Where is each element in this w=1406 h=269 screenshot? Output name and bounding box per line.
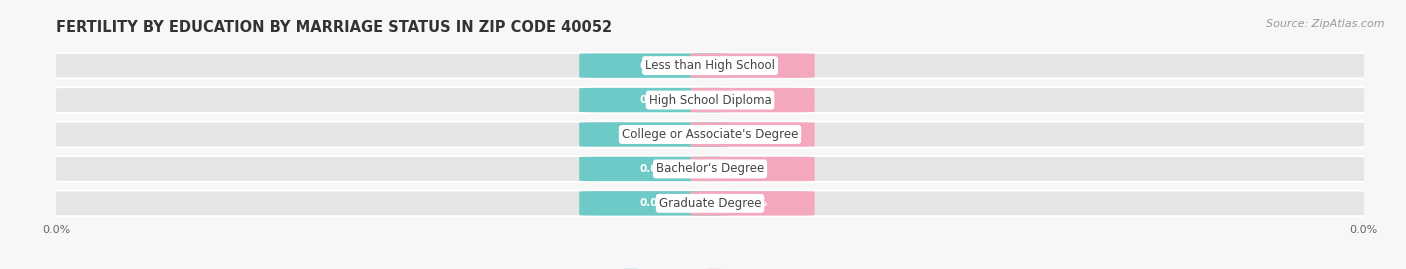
Legend: Married, Unmarried: Married, Unmarried <box>619 264 801 269</box>
FancyBboxPatch shape <box>690 122 814 147</box>
Text: 0.0%: 0.0% <box>738 61 768 71</box>
FancyBboxPatch shape <box>690 88 814 112</box>
FancyBboxPatch shape <box>44 122 1376 147</box>
Text: 0.0%: 0.0% <box>738 164 768 174</box>
FancyBboxPatch shape <box>44 53 1376 79</box>
Text: FERTILITY BY EDUCATION BY MARRIAGE STATUS IN ZIP CODE 40052: FERTILITY BY EDUCATION BY MARRIAGE STATU… <box>56 20 613 35</box>
Text: 0.0%: 0.0% <box>738 95 768 105</box>
Text: College or Associate's Degree: College or Associate's Degree <box>621 128 799 141</box>
Text: Less than High School: Less than High School <box>645 59 775 72</box>
Text: 0.0%: 0.0% <box>640 95 669 105</box>
Text: 0.0%: 0.0% <box>640 129 669 140</box>
FancyBboxPatch shape <box>690 54 814 78</box>
FancyBboxPatch shape <box>44 156 1376 182</box>
FancyBboxPatch shape <box>579 191 730 215</box>
FancyBboxPatch shape <box>579 88 730 112</box>
Text: 0.0%: 0.0% <box>738 129 768 140</box>
FancyBboxPatch shape <box>690 191 814 215</box>
FancyBboxPatch shape <box>44 190 1376 216</box>
FancyBboxPatch shape <box>579 54 730 78</box>
Text: Source: ZipAtlas.com: Source: ZipAtlas.com <box>1267 19 1385 29</box>
Text: Graduate Degree: Graduate Degree <box>659 197 761 210</box>
FancyBboxPatch shape <box>579 157 730 181</box>
FancyBboxPatch shape <box>579 122 730 147</box>
FancyBboxPatch shape <box>44 87 1376 113</box>
Text: 0.0%: 0.0% <box>738 198 768 208</box>
Text: High School Diploma: High School Diploma <box>648 94 772 107</box>
Text: 0.0%: 0.0% <box>640 198 669 208</box>
Text: 0.0%: 0.0% <box>640 164 669 174</box>
Text: Bachelor's Degree: Bachelor's Degree <box>657 162 763 175</box>
Text: 0.0%: 0.0% <box>640 61 669 71</box>
FancyBboxPatch shape <box>690 157 814 181</box>
